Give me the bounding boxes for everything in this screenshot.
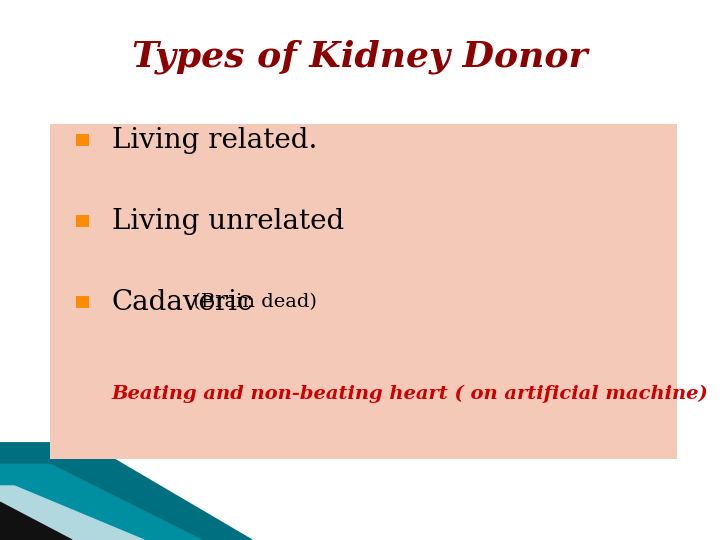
Text: Beating and non-beating heart ( on artificial machine): Beating and non-beating heart ( on artif… [112,385,708,403]
Polygon shape [0,486,144,540]
Polygon shape [0,502,72,540]
Text: (Brain dead): (Brain dead) [186,293,317,312]
Polygon shape [0,464,202,540]
FancyBboxPatch shape [76,296,89,308]
Text: Living unrelated: Living unrelated [112,208,344,235]
FancyBboxPatch shape [76,134,89,146]
Text: Cadaveric: Cadaveric [112,289,253,316]
FancyBboxPatch shape [76,215,89,227]
Text: Types of Kidney Donor: Types of Kidney Donor [132,39,588,74]
FancyBboxPatch shape [50,124,677,459]
Polygon shape [0,443,252,540]
Text: Living related.: Living related. [112,127,317,154]
